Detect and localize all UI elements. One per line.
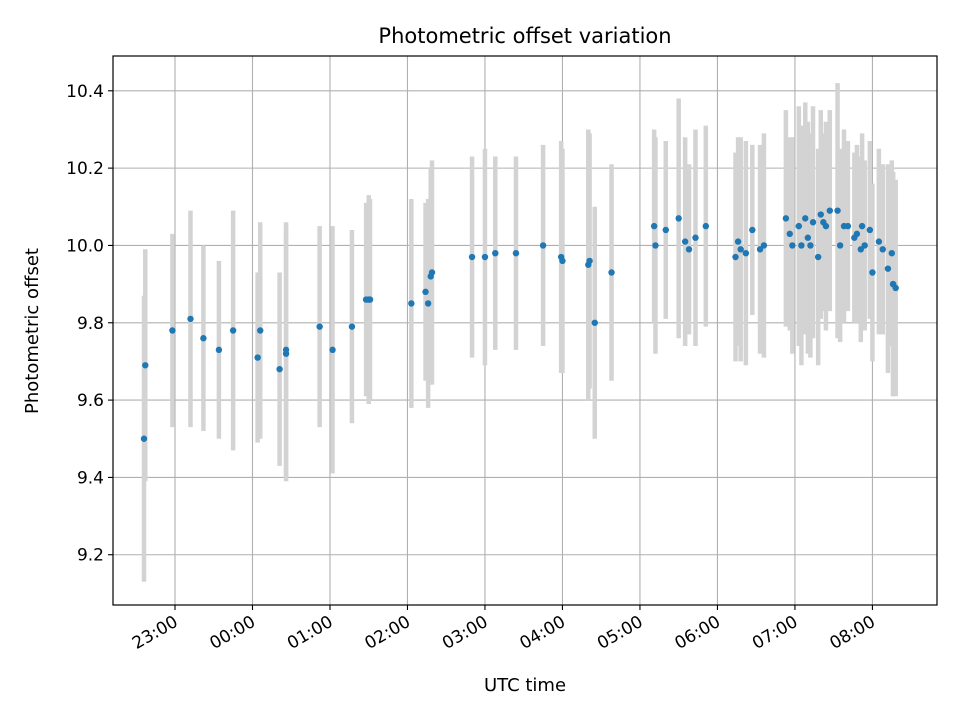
data-point: [254, 354, 261, 361]
data-point: [408, 300, 415, 307]
chart-title: Photometric offset variation: [378, 24, 671, 48]
data-point: [798, 242, 805, 249]
data-point: [366, 296, 374, 303]
data-point: [861, 242, 868, 249]
data-point: [586, 257, 593, 265]
data-point: [329, 346, 336, 354]
x-axis-label: UTC time: [484, 675, 566, 696]
data-point: [692, 234, 699, 241]
data-point: [857, 246, 864, 253]
data-point: [650, 222, 658, 230]
data-point: [756, 246, 764, 253]
data-point: [229, 327, 237, 334]
data-point: [685, 246, 693, 253]
data-point: [681, 238, 689, 245]
data-point: [316, 323, 323, 330]
data-point: [814, 253, 822, 261]
data-point: [539, 242, 547, 249]
data-point: [424, 300, 432, 307]
y-axis-label: Photometric offset: [22, 248, 43, 414]
data-point: [875, 238, 883, 245]
data-point: [282, 350, 290, 357]
data-point: [140, 435, 148, 442]
data-point: [809, 219, 817, 226]
data-point: [786, 230, 793, 238]
data-point: [257, 327, 264, 334]
data-point: [836, 242, 844, 249]
plot-frame: [112, 55, 938, 606]
data-point: [804, 234, 812, 241]
data-point: [276, 365, 283, 373]
y-tick-label: 9.4: [77, 468, 104, 488]
data-point: [817, 211, 824, 218]
data-point: [826, 207, 834, 214]
data-point: [215, 346, 223, 354]
data-point: [702, 222, 710, 230]
data-point: [428, 269, 436, 276]
data-point: [884, 265, 892, 272]
data-point: [468, 253, 476, 261]
data-point: [348, 323, 356, 330]
y-tick-label: 9.8: [77, 314, 104, 334]
data-point: [869, 269, 876, 276]
data-point: [169, 327, 176, 334]
data-point: [789, 242, 796, 249]
data-point: [853, 230, 861, 238]
data-point: [422, 288, 429, 296]
y-tick-label: 10.0: [66, 236, 104, 256]
data-point: [782, 215, 790, 222]
data-point: [652, 242, 659, 249]
data-point: [732, 253, 739, 261]
data-point: [834, 207, 841, 214]
data-point: [888, 249, 895, 257]
data-point: [142, 362, 149, 369]
y-tick-label: 9.6: [77, 391, 104, 411]
data-point: [892, 284, 899, 292]
data-point: [795, 222, 803, 230]
data-point: [742, 249, 750, 257]
y-tick-label: 10.2: [66, 159, 104, 179]
data-point: [749, 226, 756, 234]
data-point: [879, 246, 886, 253]
data-point: [737, 246, 744, 253]
data-point: [866, 226, 874, 234]
data-point: [591, 319, 598, 326]
data-point: [802, 215, 809, 222]
data-points: [140, 207, 899, 442]
data-point: [734, 238, 742, 245]
y-tick-label: 10.4: [66, 82, 104, 102]
data-point: [760, 242, 768, 249]
grid: [113, 56, 937, 605]
data-point: [559, 257, 566, 265]
data-point: [481, 253, 489, 261]
data-point: [844, 222, 852, 230]
y-tick-label: 9.2: [77, 546, 104, 566]
y-axis: 9.2 9.4 9.6 9.8 10.0 10.2 10.4: [66, 82, 113, 566]
data-point: [858, 222, 866, 230]
data-point: [807, 242, 814, 249]
data-point: [512, 249, 520, 257]
data-point: [675, 215, 682, 222]
data-point: [200, 335, 207, 342]
data-point: [187, 315, 194, 323]
data-point: [492, 249, 499, 257]
data-point: [608, 269, 615, 276]
data-point: [822, 222, 830, 230]
data-point: [662, 226, 669, 234]
